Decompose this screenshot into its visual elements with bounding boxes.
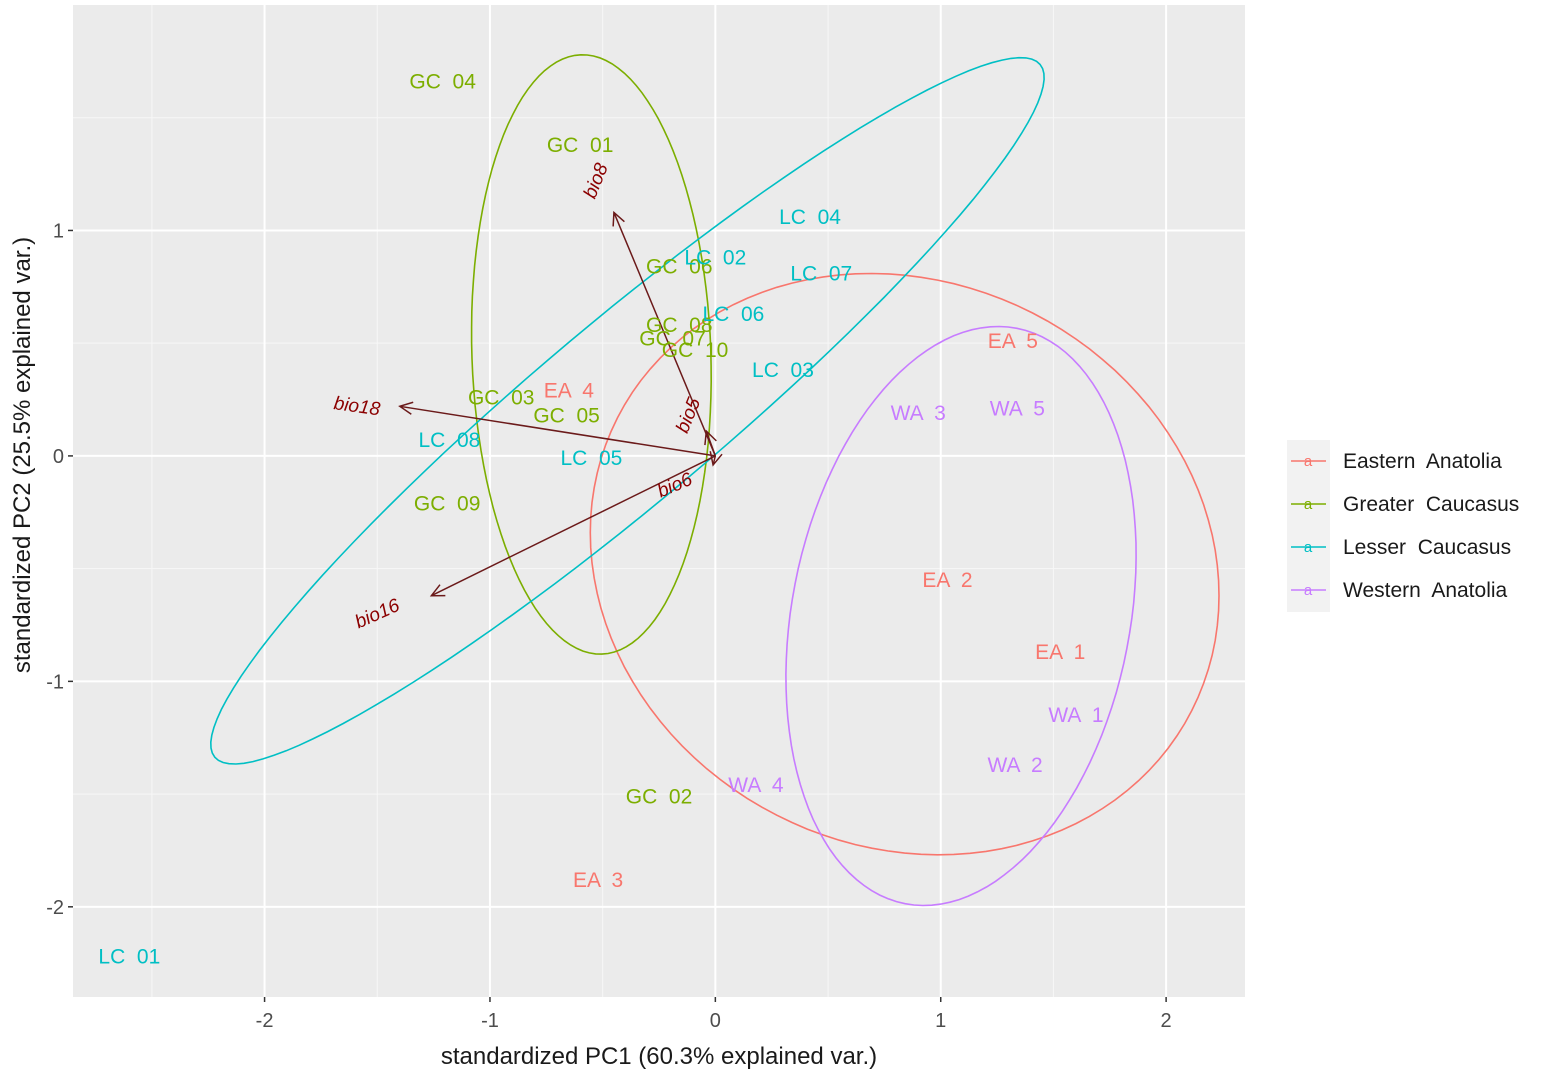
legend-key-glyph: a — [1304, 496, 1313, 513]
point-label: LC 05 — [560, 447, 622, 470]
arrowhead-bio8 — [612, 210, 625, 227]
x-tick-label: -2 — [256, 1010, 274, 1032]
point-label: EA 5 — [988, 330, 1038, 353]
point-label: LC 03 — [752, 359, 814, 382]
legend: a Eastern Anatolia a Greater Caucasus a Lesse… — [1287, 440, 1519, 612]
point-label: GC 02 — [626, 785, 693, 808]
ellipse-lesser-caucasus — [209, 56, 1045, 765]
arrowhead-bio5 — [704, 429, 717, 446]
legend-label: Western Anatolia — [1343, 579, 1508, 602]
legend-label: Eastern Anatolia — [1343, 450, 1502, 473]
point-label: LC 01 — [98, 945, 160, 968]
group-ellipses — [209, 53, 1220, 907]
legend-label: Greater Caucasus — [1343, 493, 1519, 516]
legend-key-glyph: a — [1304, 539, 1313, 556]
arrow-bio5 — [705, 430, 717, 457]
arrowhead-bio16 — [429, 584, 446, 597]
point-label: EA 1 — [1035, 641, 1085, 664]
y-tick-label: -2 — [46, 897, 64, 919]
legend-key-glyph: a — [1304, 582, 1313, 599]
x-tick-label: -1 — [481, 1010, 499, 1032]
ellipse-western-anatolia — [785, 325, 1137, 907]
point-label: GC 03 — [468, 386, 535, 409]
point-label: GC 10 — [662, 339, 729, 362]
x-axis-title: standardized PC1 (60.3% explained var.) — [441, 1043, 877, 1070]
point-label: WA 4 — [728, 774, 784, 797]
arrowhead-bio18 — [398, 401, 414, 415]
legend-label: Lesser Caucasus — [1343, 536, 1511, 559]
y-tick-label: 0 — [53, 446, 64, 468]
y-axis-ticks: -2 -1 0 1 — [46, 220, 73, 919]
point-label: GC 08 — [646, 314, 713, 337]
legend-key-glyph: a — [1304, 453, 1313, 470]
ellipse-eastern-anatolia — [589, 272, 1220, 856]
x-axis-ticks: -2 -1 0 1 2 — [256, 997, 1172, 1032]
point-label: WA 1 — [1048, 704, 1103, 727]
point-label: LC 08 — [418, 429, 480, 452]
point-label: WA 3 — [891, 402, 946, 425]
point-label: GC 06 — [646, 256, 713, 279]
point-label: LC 04 — [779, 206, 841, 229]
point-label: EA 3 — [573, 869, 623, 892]
x-tick-label: 2 — [1161, 1010, 1172, 1032]
point-label: WA 5 — [990, 398, 1045, 421]
arrow-bio16 — [431, 455, 716, 597]
point-label: GC 01 — [547, 134, 614, 157]
point-label: GC 05 — [533, 404, 600, 427]
point-label: LC 06 — [702, 303, 764, 326]
point-label: GC 07 — [639, 328, 706, 351]
point-label: EA 2 — [922, 569, 972, 592]
grid-minor — [73, 5, 1245, 997]
point-label: EA 4 — [544, 380, 595, 403]
y-tick-label: -1 — [46, 671, 64, 693]
ellipse-greater-caucasus — [470, 53, 713, 655]
arrow-bio18 — [399, 405, 716, 457]
y-tick-label: 1 — [53, 220, 64, 242]
arrow-bio8 — [613, 212, 717, 457]
variable-arrows — [398, 210, 723, 597]
point-labels: EA 1 EA 2 EA 3 EA 4 EA 5 GC 01 GC 02 GC 03 GC 04… — [98, 71, 1103, 969]
point-label: GC 04 — [409, 71, 476, 94]
point-label: GC 09 — [414, 492, 481, 515]
point-label: LC 07 — [790, 262, 852, 285]
point-label: LC 02 — [684, 247, 746, 270]
y-axis-title: standardized PC2 (25.5% explained var.) — [9, 237, 36, 673]
grid-major — [73, 5, 1245, 997]
x-tick-label: 0 — [710, 1010, 721, 1032]
arrowhead-bio6 — [709, 451, 723, 467]
point-label: WA 2 — [987, 754, 1042, 777]
x-tick-label: 1 — [935, 1010, 946, 1032]
